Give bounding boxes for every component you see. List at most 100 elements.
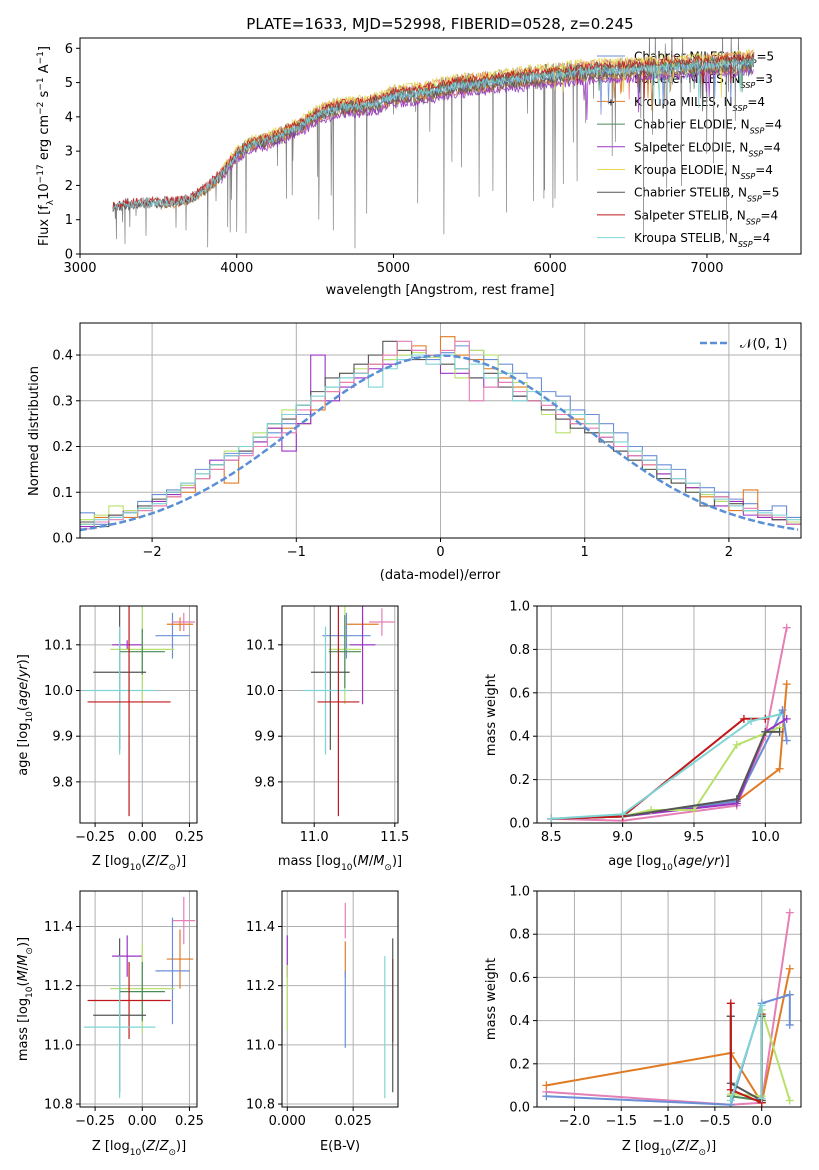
mass-vs-Z-ytick-label: 11.0 [44, 1038, 73, 1053]
residuals-ytick-label: 0.3 [52, 394, 73, 409]
residuals-xtick-label: −1 [287, 545, 306, 560]
residuals-ytick-label: 0.0 [52, 532, 73, 547]
massweight-vs-age-plot-area [537, 605, 801, 824]
weight-marker [726, 999, 735, 1008]
spectrum-xtick-label: 4000 [220, 261, 253, 276]
residuals-plot-area [80, 323, 801, 539]
massweight-vs-Z-panel: Z [log10(Z/Z⊙)] mass weight −2.0 −1.5 −1.0… [484, 885, 802, 1158]
massweight-vs-age-xtick-label: 9.0 [612, 830, 633, 845]
mass-vs-Z-ytick-label: 11.2 [44, 979, 73, 994]
age-vs-mass-plot-area [282, 606, 398, 823]
massweight-vs-Z-ytick-label: 0.8 [509, 928, 530, 943]
weight-line-salpeter-stelib [551, 717, 766, 820]
weight-marker [547, 814, 556, 823]
mass-vs-Z-ytick-label: 10.8 [44, 1098, 73, 1113]
gauss-curve [80, 354, 799, 532]
weight-marker [775, 764, 784, 773]
residuals-xtick-label: −2 [143, 545, 162, 560]
mass-vs-EBV-ytick-label: 10.8 [246, 1098, 275, 1113]
age-vs-Z-xtick-label: 0.00 [128, 830, 157, 845]
mwZ-xlabel: Z [log10(Z/Z⊙)] [622, 1139, 716, 1158]
age-vs-Z-frame [79, 605, 198, 824]
ageMass-xlabel: mass [log10(M/M⊙)] [278, 854, 402, 873]
residuals-marks [80, 336, 801, 532]
residuals-ylabel: Normed distribution [27, 366, 42, 496]
massweight-vs-Z-ytick-label: 0.4 [509, 1014, 530, 1029]
massweight-vs-Z-xtick-label: −0.5 [699, 1114, 731, 1129]
massZ-ylabel: mass [log10(M/M⊙)] [16, 937, 35, 1061]
massweight-vs-Z-ytick-label: 0.6 [509, 971, 530, 986]
weight-line-pink [546, 912, 791, 1106]
model-salpeter-elodie [220, 67, 754, 184]
weight-marker [618, 810, 627, 819]
weight-line-chabrier-stelib [551, 730, 780, 820]
residuals-ytick-label: 0.4 [52, 349, 73, 364]
mass-vs-EBV-frame [281, 890, 399, 1108]
age-vs-mass-panel: mass [log10(M/M⊙)] 11.0 11.5 9.8 9.9 10.0 10.… [246, 605, 409, 873]
massweight-vs-age-ytick-label: 0.0 [509, 817, 530, 832]
weight-marker [739, 714, 748, 723]
mass-vs-Z-xtick-label: −0.25 [75, 1114, 115, 1129]
weight-marker [782, 714, 791, 723]
mass-vs-EBV-xtick-label: 0.025 [335, 1114, 372, 1129]
weight-marker [785, 908, 794, 917]
massweight-vs-Z-marks [542, 908, 794, 1107]
legend-label-chabrier-stelib: Chabrier STELIB, NSSP=5 [634, 186, 779, 204]
model-kroupa-stelib [112, 58, 754, 211]
age-vs-Z-panel: Z [log10(Z/Z⊙)] age [log10(age/yr)] −0.2… [16, 605, 204, 873]
age-vs-Z-ytick-label: 10.0 [44, 684, 73, 699]
residuals-ytick-label: 0.2 [52, 440, 73, 455]
age-vs-mass-ytick-label: 9.9 [254, 730, 275, 745]
mwAge-ylabel: mass weight [484, 674, 499, 756]
age-vs-Z-plot-area [80, 606, 197, 823]
age-vs-mass-ytick-label: 9.8 [254, 775, 275, 790]
residuals-ytick-label: 0.1 [52, 486, 73, 501]
spectrum-ytick-label: 3 [65, 145, 73, 160]
mass-vs-Z-frame [79, 890, 198, 1108]
weight-marker [732, 740, 741, 749]
weight-marker [785, 1020, 794, 1029]
legend-label-salpeter-stelib: Salpeter STELIB, NSSP=4 [634, 208, 778, 226]
massweight-vs-Z-plot-area [537, 890, 801, 1108]
massweight-vs-Z-xtick-label: −2.0 [559, 1114, 591, 1129]
weight-marker [778, 706, 787, 715]
age-vs-Z-xtick-label: 0.25 [175, 830, 204, 845]
spectrum-xtick-label: 3000 [63, 261, 96, 276]
spectrum-marks [112, 38, 755, 249]
residuals-xtick-label: 0 [436, 545, 444, 560]
weight-marker [761, 727, 770, 736]
weight-marker [747, 717, 756, 726]
figure-title: PLATE=1633, MJD=52998, FIBERID=0528, z=0… [246, 15, 633, 33]
weight-marker [782, 680, 791, 689]
mass-vs-EBV-marks [286, 902, 394, 1099]
spectrum-ytick-label: 0 [65, 248, 73, 263]
spectrum-ytick-label: 6 [65, 42, 73, 57]
weight-line-lime [551, 726, 780, 820]
massweight-vs-Z-ytick-label: 0.2 [509, 1057, 530, 1072]
age-vs-mass-ytick-label: 10.1 [246, 638, 275, 653]
age-vs-Z-ytick-label: 10.1 [44, 638, 73, 653]
mass-vs-EBV-ytick-label: 11.0 [246, 1038, 275, 1053]
massweight-vs-age-ytick-label: 0.4 [509, 730, 530, 745]
massweight-vs-age-xtick-label: 9.5 [684, 830, 705, 845]
spectrum-ytick-label: 4 [65, 110, 73, 125]
age-vs-Z-xtick-label: −0.25 [75, 830, 115, 845]
age-vs-Z-marks [83, 606, 196, 817]
model-salpeter-stelib [112, 52, 754, 210]
weight-marker [757, 1001, 766, 1010]
hist-kroupa-stelib [80, 354, 801, 525]
residuals-xtick-label: 1 [581, 545, 589, 560]
spectrum-ylabel: Flux [fλ10−17 erg cm−2 s−1 A−1] [36, 46, 56, 246]
massweight-vs-age-xtick-label: 8.5 [541, 830, 562, 845]
weight-marker [782, 623, 791, 632]
ageZ-xlabel: Z [log10(Z/Z⊙)] [92, 854, 186, 873]
mass-vs-EBV-ytick-label: 11.4 [246, 920, 275, 935]
massweight-vs-Z-xtick-label: 0.0 [751, 1114, 772, 1129]
age-vs-mass-frame [281, 605, 399, 824]
mass-vs-EBV-ytick-label: 11.2 [246, 979, 275, 994]
age-vs-Z-ytick-label: 9.8 [52, 775, 73, 790]
weight-marker [757, 1094, 766, 1103]
weight-marker [542, 1081, 551, 1090]
age-vs-mass-xtick-label: 11.0 [300, 830, 329, 845]
